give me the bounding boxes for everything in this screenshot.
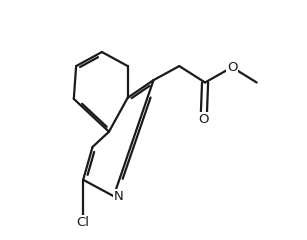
Text: O: O — [227, 61, 237, 74]
Text: O: O — [199, 113, 209, 126]
Text: Cl: Cl — [77, 216, 90, 229]
Text: N: N — [114, 190, 123, 203]
